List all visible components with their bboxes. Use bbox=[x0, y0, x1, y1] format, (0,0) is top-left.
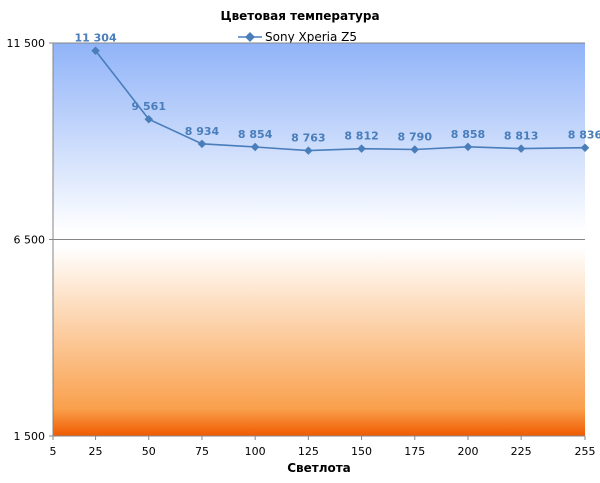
x-tick-label: 200 bbox=[457, 445, 478, 458]
x-tick-label: 100 bbox=[245, 445, 266, 458]
y-tick-labels: 1 500 6 500 11 500 bbox=[7, 37, 46, 443]
x-tick-label: 5 bbox=[50, 445, 57, 458]
axes bbox=[52, 43, 585, 437]
data-point bbox=[197, 139, 207, 149]
data-point bbox=[250, 142, 260, 152]
x-tick-label: 175 bbox=[404, 445, 425, 458]
x-tick-label: 50 bbox=[142, 445, 156, 458]
data-labels: 11 304 9 561 8 934 8 854 8 763 8 812 8 790 8 85… bbox=[75, 32, 600, 145]
data-label: 8 790 bbox=[398, 131, 433, 144]
data-label: 8 812 bbox=[344, 130, 378, 143]
data-label: 8 934 bbox=[185, 125, 220, 138]
chart-title: Цветовая температура bbox=[220, 9, 379, 23]
data-label: 8 858 bbox=[451, 128, 485, 141]
x-tick-label: 225 bbox=[511, 445, 532, 458]
y-tick-label: 1 500 bbox=[14, 430, 46, 443]
data-label: 8 836 bbox=[568, 129, 600, 142]
x-tick-label: 125 bbox=[298, 445, 319, 458]
data-point bbox=[463, 142, 473, 152]
data-point bbox=[91, 46, 100, 55]
data-point bbox=[410, 145, 420, 154]
data-point bbox=[304, 146, 313, 155]
x-tick-label: 150 bbox=[351, 445, 372, 458]
x-tick-label: 255 bbox=[575, 445, 596, 458]
data-point bbox=[357, 144, 366, 153]
data-label: 8 763 bbox=[291, 132, 325, 145]
legend: Sony Xperia Z5 bbox=[238, 30, 357, 44]
y-tick-label: 6 500 bbox=[14, 234, 46, 247]
legend-label: Sony Xperia Z5 bbox=[265, 30, 357, 44]
x-tick-labels: 5 25 50 75 100 125 150 175 200 225 255 bbox=[50, 445, 596, 458]
data-label: 11 304 bbox=[75, 32, 117, 45]
data-label: 8 854 bbox=[238, 128, 273, 141]
y-tick-label: 11 500 bbox=[7, 37, 46, 50]
x-tick-label: 25 bbox=[89, 445, 103, 458]
data-point bbox=[144, 114, 154, 124]
series-line bbox=[94, 50, 586, 152]
legend-marker bbox=[245, 32, 255, 42]
x-tick-label: 75 bbox=[195, 445, 209, 458]
data-label: 8 813 bbox=[504, 130, 538, 143]
series-layer bbox=[91, 46, 590, 155]
x-axis-title: Светлота bbox=[287, 461, 351, 475]
data-label: 9 561 bbox=[132, 100, 166, 113]
